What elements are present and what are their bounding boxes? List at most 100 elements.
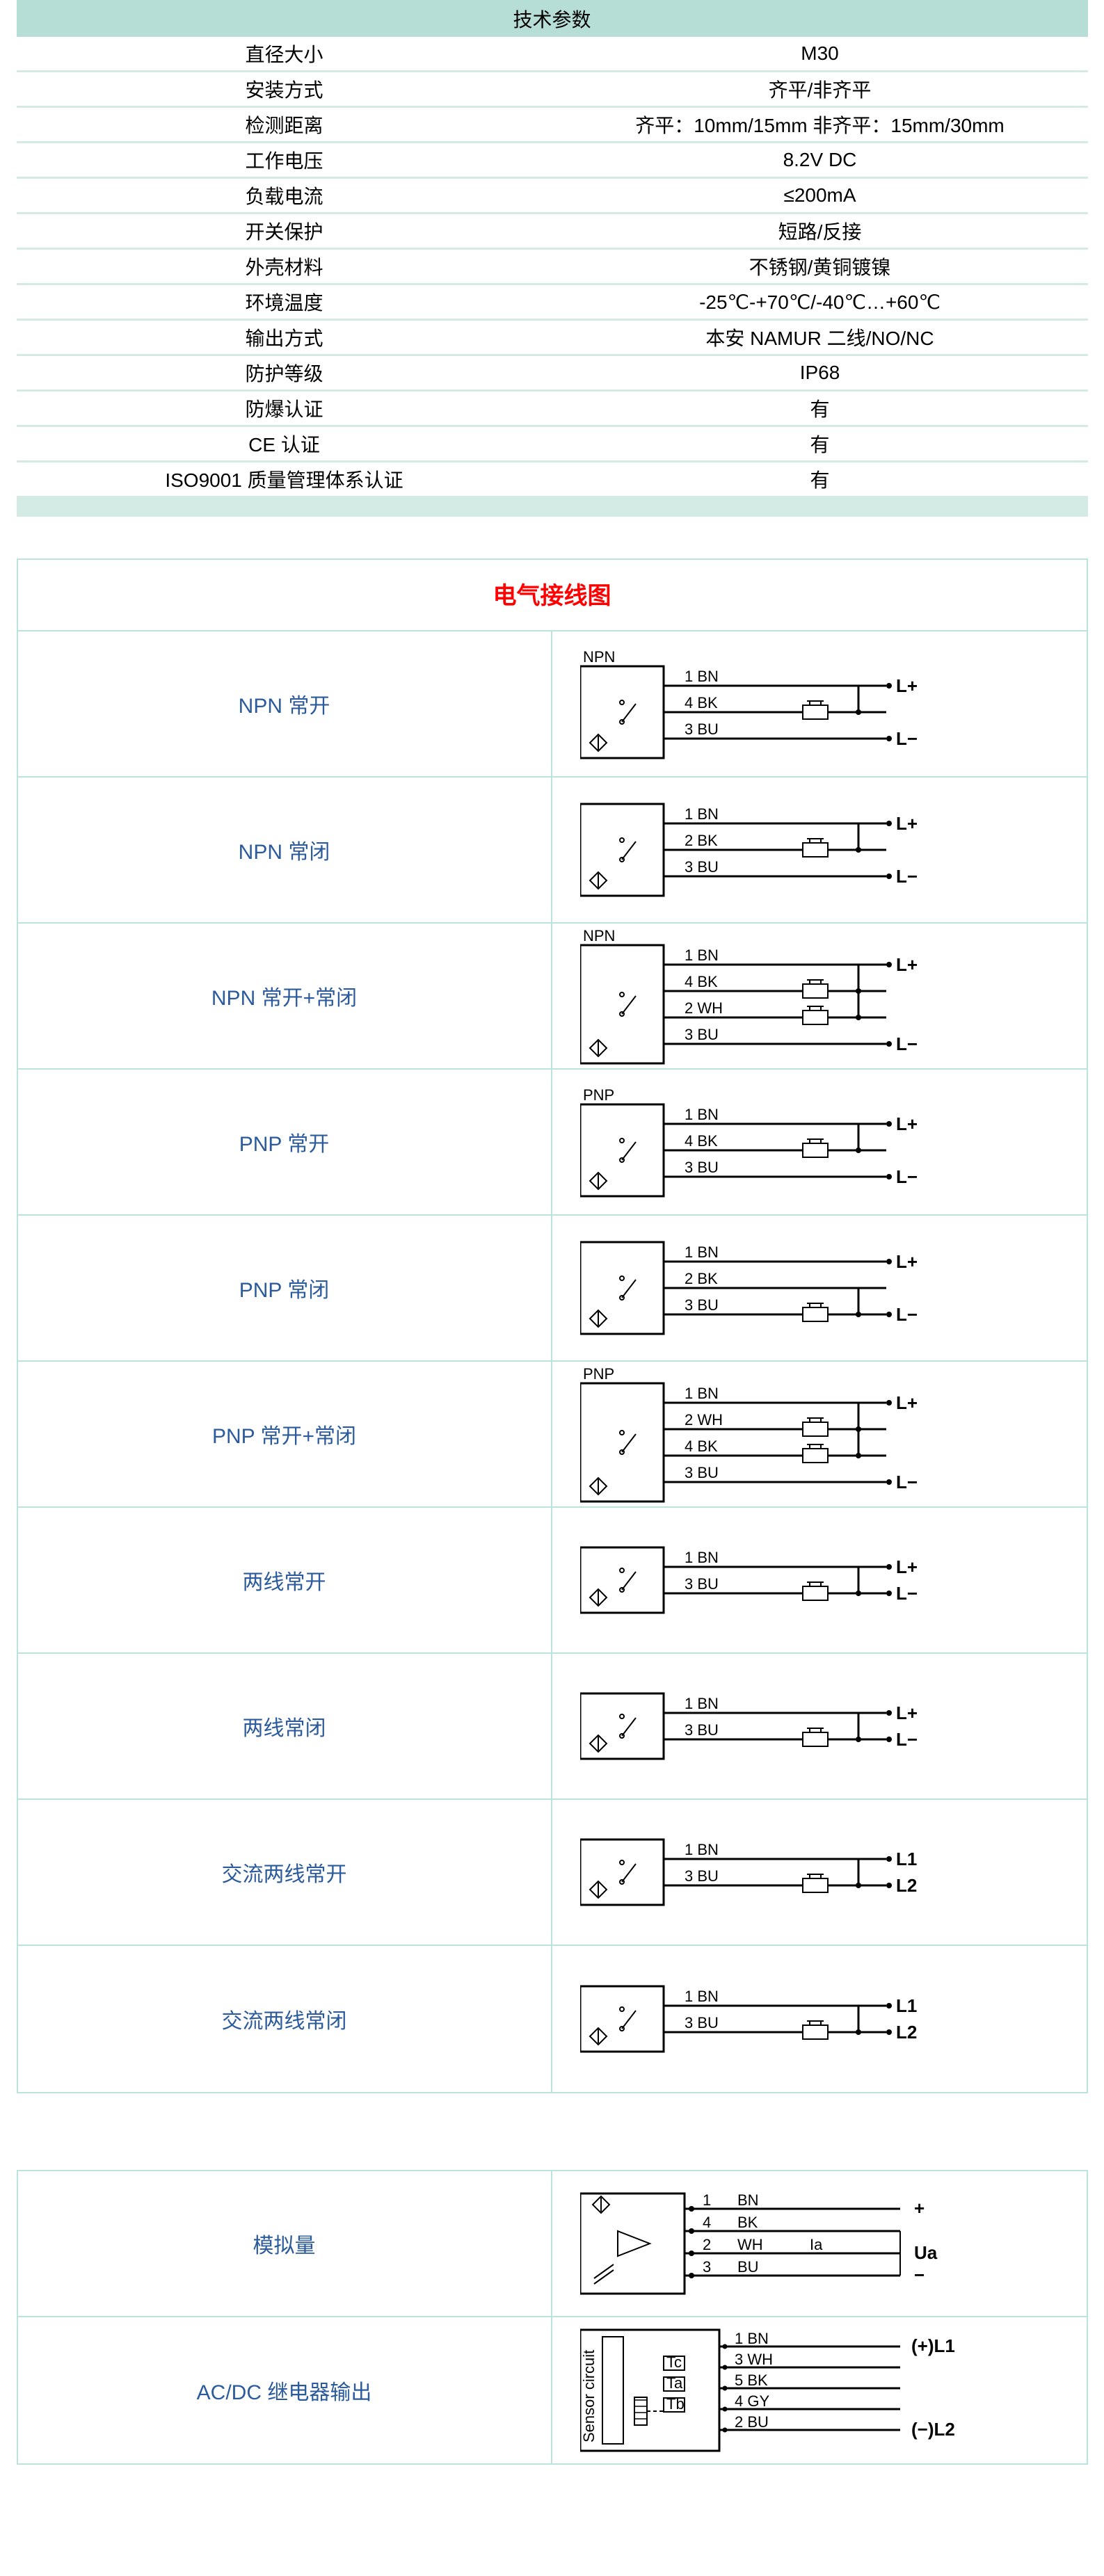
svg-text:L+: L+ [896, 813, 918, 834]
svg-text:BN: BN [737, 2191, 759, 2209]
wiring-1-label: NPN 常闭 [18, 778, 552, 922]
spec-title: 技术参数 [17, 1, 1088, 38]
spec-key: 工作电压 [17, 143, 552, 178]
svg-text:L1: L1 [896, 1995, 917, 2016]
wiring-4-diagram: 1 BNL+2 BK3 BUL− [552, 1216, 1087, 1360]
svg-text:3 WH: 3 WH [735, 2351, 773, 2368]
svg-text:4 BK: 4 BK [685, 1438, 718, 1455]
wiring-6-diagram: 1 BNL+3 BUL− [552, 1508, 1087, 1652]
svg-text:L−: L− [896, 866, 918, 887]
wiring-relay-diagram: Sensor circuitTcTaTb1 BN(+)L13 WH5 BK4 G… [552, 2317, 1087, 2463]
svg-text:NPN: NPN [583, 927, 615, 944]
svg-text:1 BN: 1 BN [685, 1695, 719, 1712]
wiring-2-diagram: NPN1 BNL+4 BK2 WH3 BUL− [552, 924, 1087, 1068]
spec-val: IP68 [552, 355, 1088, 391]
spec-row: 安装方式齐平/非齐平 [17, 72, 1088, 107]
svg-text:L−: L− [896, 728, 918, 749]
svg-text:BU: BU [737, 2258, 759, 2276]
spec-key: 检测距离 [17, 107, 552, 143]
spec-key: 安装方式 [17, 72, 552, 107]
wiring-8-label: 交流两线常开 [18, 1800, 552, 1945]
wiring-row: 交流两线常开1 BNL13 BUL2 [18, 1800, 1087, 1946]
svg-text:+: + [914, 2198, 925, 2219]
svg-text:1 BN: 1 BN [685, 1106, 719, 1123]
spec-val: 本安 NAMUR 二线/NO/NC [552, 320, 1088, 355]
svg-text:−: − [914, 2264, 925, 2285]
spec-key: 直径大小 [17, 37, 552, 72]
svg-text:5 BK: 5 BK [735, 2372, 768, 2389]
wiring-title: 电气接线图 [18, 560, 1087, 631]
wiring-row: NPN 常闭1 BNL+2 BK3 BUL− [18, 778, 1087, 924]
spec-row: 外壳材料不锈钢/黄铜镀镍 [17, 249, 1088, 284]
wiring-row: PNP 常闭1 BNL+2 BK3 BUL− [18, 1216, 1087, 1362]
svg-text:Tb: Tb [666, 2395, 685, 2413]
spec-footer [17, 497, 1088, 517]
spec-key: ISO9001 质量管理体系认证 [17, 462, 552, 497]
svg-text:4: 4 [703, 2214, 711, 2231]
spec-val: 有 [552, 426, 1088, 462]
wiring-3-diagram: PNP1 BNL+4 BK3 BUL− [552, 1070, 1087, 1214]
spec-row: 直径大小M30 [17, 37, 1088, 72]
svg-text:1 BN: 1 BN [735, 2330, 769, 2347]
spec-val: 有 [552, 391, 1088, 426]
spec-val: 有 [552, 462, 1088, 497]
svg-text:3 BU: 3 BU [685, 1296, 719, 1314]
svg-text:3 BU: 3 BU [685, 1721, 719, 1739]
svg-text:1 BN: 1 BN [685, 668, 719, 685]
svg-text:L−: L− [896, 1166, 918, 1187]
wiring-9-diagram: 1 BNL13 BUL2 [552, 1946, 1087, 2092]
wiring-row: 模拟量1BN+4BK2WHUa3BU−Ia [18, 2171, 1087, 2317]
svg-text:Ua: Ua [914, 2242, 938, 2263]
wiring-row: NPN 常开NPN1 BNL+4 BK3 BUL− [18, 631, 1087, 778]
svg-text:3 BU: 3 BU [685, 1464, 719, 1481]
svg-text:3: 3 [703, 2258, 711, 2276]
svg-text:4 GY: 4 GY [735, 2392, 769, 2410]
spec-key: 开关保护 [17, 214, 552, 249]
svg-text:L+: L+ [896, 954, 918, 975]
spec-row: CE 认证有 [17, 426, 1088, 462]
wiring-9-label: 交流两线常闭 [18, 1946, 552, 2092]
spec-key: CE 认证 [17, 426, 552, 462]
svg-text:3 BU: 3 BU [685, 858, 719, 876]
wiring-row: NPN 常开+常闭NPN1 BNL+4 BK2 WH3 BUL− [18, 924, 1087, 1070]
spec-val: ≤200mA [552, 178, 1088, 214]
svg-text:2 BU: 2 BU [735, 2413, 769, 2431]
svg-text:L−: L− [896, 1472, 918, 1492]
wiring-row: AC/DC 继电器输出Sensor circuitTcTaTb1 BN(+)L1… [18, 2317, 1087, 2463]
svg-text:PNP: PNP [583, 1365, 614, 1383]
svg-text:WH: WH [737, 2236, 763, 2253]
svg-text:3 BU: 3 BU [685, 1867, 719, 1885]
svg-text:Sensor circuit: Sensor circuit [580, 2349, 598, 2442]
svg-text:4 BK: 4 BK [685, 1132, 718, 1150]
spec-val: M30 [552, 37, 1088, 72]
svg-text:BK: BK [737, 2214, 758, 2231]
svg-text:Tc: Tc [666, 2353, 682, 2371]
spec-table: 技术参数 直径大小M30安装方式齐平/非齐平检测距离齐平：10mm/15mm 非… [17, 0, 1088, 517]
svg-text:1 BN: 1 BN [685, 1243, 719, 1261]
svg-text:L+: L+ [896, 1556, 918, 1577]
svg-text:3 BU: 3 BU [685, 1026, 719, 1043]
spec-val: -25℃-+70℃/-40℃…+60℃ [552, 284, 1088, 320]
svg-text:3 BU: 3 BU [685, 1159, 719, 1176]
wiring-8-diagram: 1 BNL13 BUL2 [552, 1800, 1087, 1945]
svg-text:(−)L2: (−)L2 [911, 2419, 955, 2440]
spec-val: 短路/反接 [552, 214, 1088, 249]
svg-text:PNP: PNP [583, 1086, 614, 1104]
spec-row: 环境温度-25℃-+70℃/-40℃…+60℃ [17, 284, 1088, 320]
wiring-6-label: 两线常开 [18, 1508, 552, 1652]
spec-val: 不锈钢/黄铜镀镍 [552, 249, 1088, 284]
svg-text:1 BN: 1 BN [685, 1841, 719, 1858]
svg-text:L2: L2 [896, 2022, 917, 2043]
spec-val: 齐平/非齐平 [552, 72, 1088, 107]
wiring-5-diagram: PNP1 BNL+2 WH4 BK3 BUL− [552, 1362, 1087, 1506]
spec-val: 8.2V DC [552, 143, 1088, 178]
svg-text:1 BN: 1 BN [685, 947, 719, 964]
spec-row: 开关保护短路/反接 [17, 214, 1088, 249]
svg-text:Ta: Ta [666, 2374, 683, 2392]
wiring-7-diagram: 1 BNL+3 BUL− [552, 1654, 1087, 1798]
spec-row: 防护等级IP68 [17, 355, 1088, 391]
svg-text:L2: L2 [896, 1875, 917, 1896]
svg-text:L−: L− [896, 1304, 918, 1325]
wiring-row: 两线常开1 BNL+3 BUL− [18, 1508, 1087, 1654]
svg-text:1 BN: 1 BN [685, 1549, 719, 1566]
